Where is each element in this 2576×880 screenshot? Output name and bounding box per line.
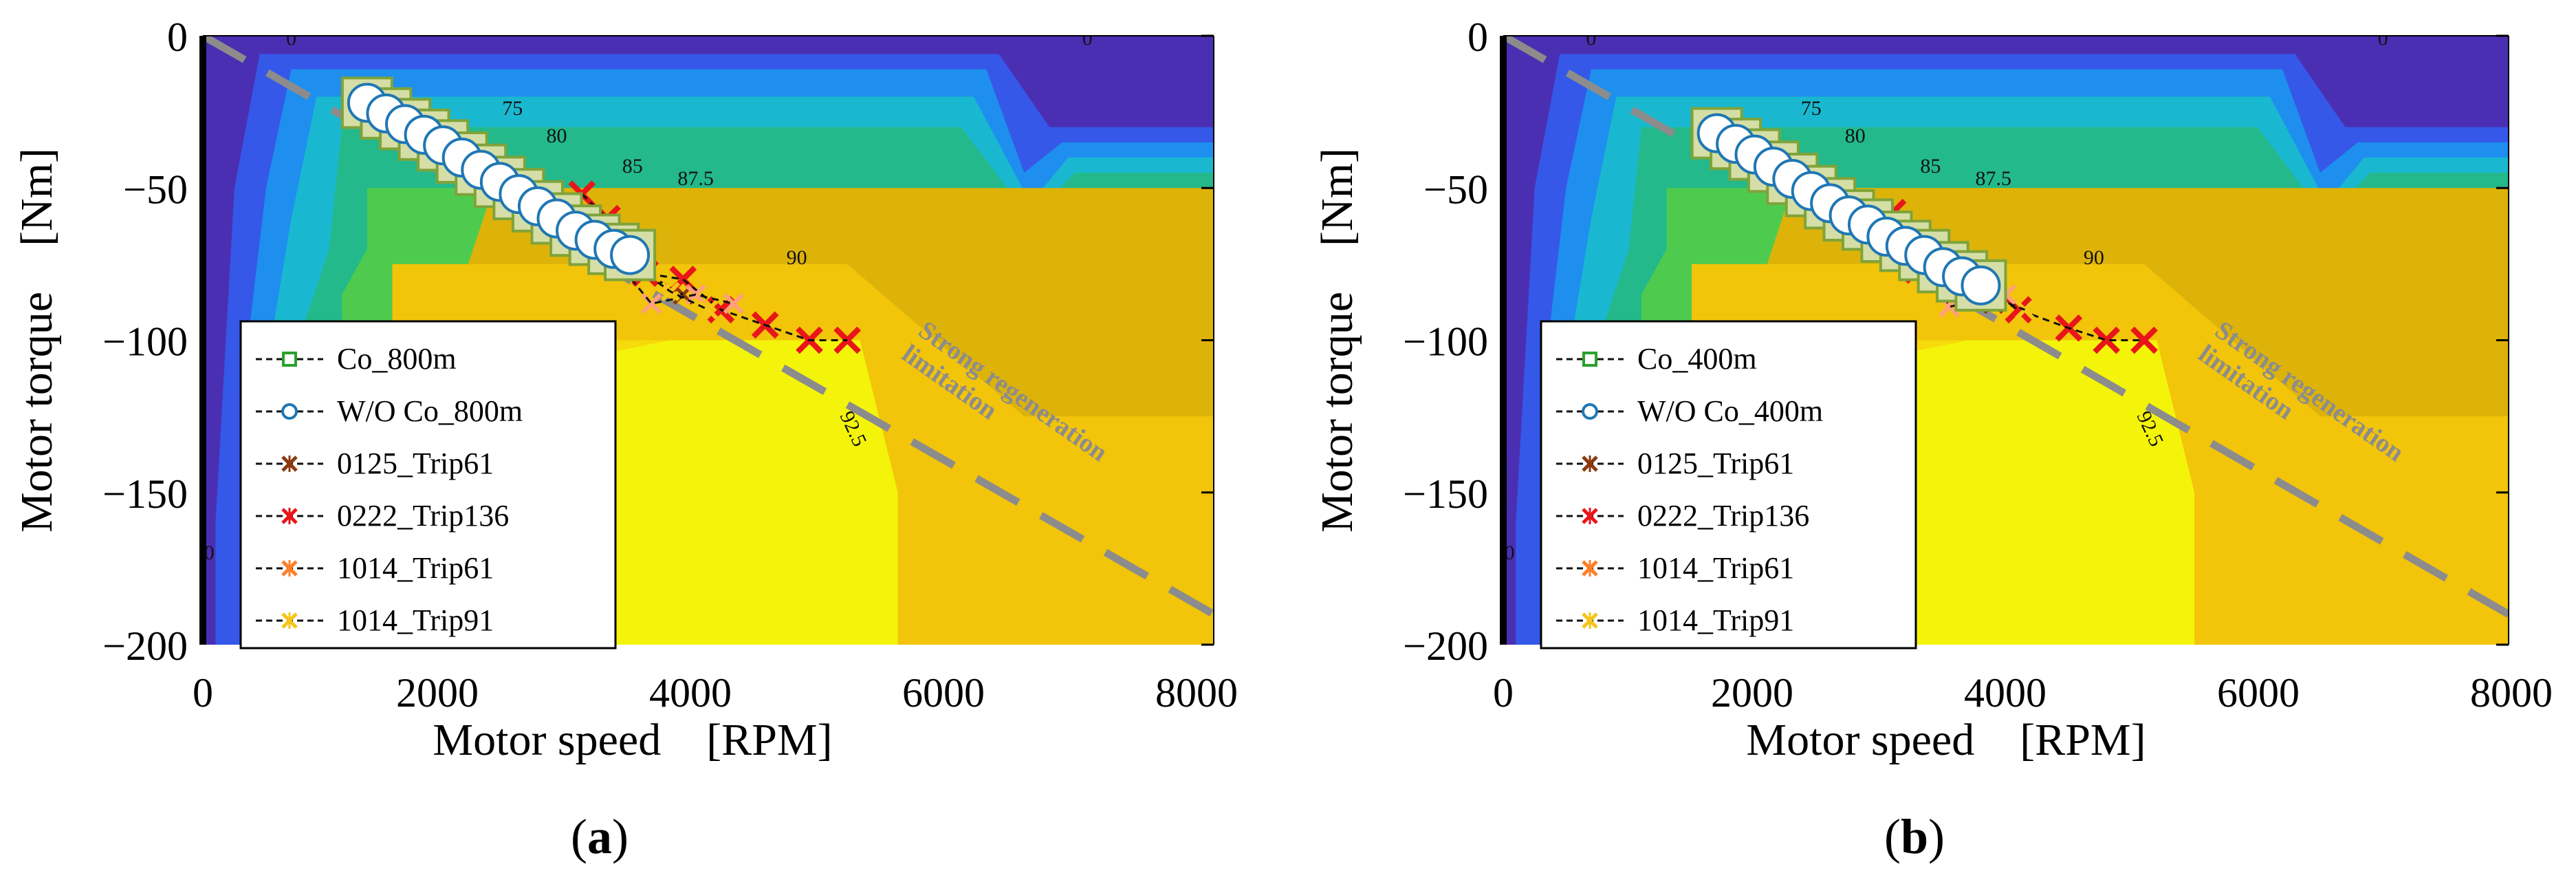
y-tick-label: 0 [1467,14,1488,60]
contour-label: 75 [502,97,523,120]
trip-marker-0222_Trip136 [2130,326,2158,354]
legend-label: Co_800m [337,342,457,376]
legend-item: 0125_Trip61 [256,447,494,480]
x-tick-label: 2000 [396,670,479,716]
contour-label: 80 [547,125,567,147]
contour-label: 0 [204,541,215,564]
trip-line-0222_Trip136 [581,193,848,341]
y-tick-label: −150 [102,471,188,517]
contour-label: 75 [1801,97,1822,120]
contour-label: 87.5 [677,167,714,190]
legend-item: Co_800m [256,342,457,376]
y-tick-label: 0 [167,14,188,60]
legend-square-marker [1582,352,1597,367]
legend-label: Co_400m [1637,342,1757,376]
legend-circle-marker [1582,403,1598,420]
contour-label: 85 [1920,155,1941,178]
wo-co-marker [610,235,651,275]
contour-label: 0 [1505,541,1515,564]
y-tick-label: −50 [1423,167,1488,212]
x-tick-label: 8000 [2470,670,2553,716]
legend: Co_400m W/O Co_400m 0125_Trip61 0222_Trip13… [1540,320,1917,650]
trip-marker-1014_Trip61 [641,293,662,314]
legend-label: 0125_Trip61 [1637,447,1794,480]
trip-line-1014_Trip61 [593,233,734,305]
x-tick-label: 8000 [1155,670,1238,716]
legend-label: 0222_Trip136 [1637,499,1809,533]
x-tick-label: 4000 [1964,670,2046,716]
x-tick-label: 6000 [902,670,985,716]
trip-marker-1014_Trip91 [698,300,719,320]
contour-label: 87.5 [1975,167,2011,190]
legend-item: 1014_Trip61 [1556,551,1794,585]
legend-item: 0222_Trip136 [256,499,509,533]
y-tick-label: −200 [102,623,188,669]
legend-item: W/O Co_400m [1556,394,1823,428]
legend-label: W/O Co_800m [337,394,523,428]
x-tick-label: 2000 [1711,670,1793,716]
y-axis-label: Motor torque [Nm] [12,148,62,533]
legend-label: 0125_Trip61 [337,447,494,480]
efficiency-region-9 [594,340,898,645]
contour-label: 0 [286,27,296,50]
x-axis-label: Motor speed [RPM] [1746,715,2146,765]
x-tick-label: 6000 [2217,670,2300,716]
efficiency-region-9 [1892,340,2195,645]
contour-label: 80 [1845,125,1866,147]
y-tick-label: −200 [1403,623,1488,669]
trip-marker-0222_Trip136 [2093,326,2121,354]
x-axis-label: Motor speed [RPM] [433,715,832,765]
x-tick-label: 0 [193,670,213,716]
legend-label: 1014_Trip61 [337,551,494,585]
legend-label: 1014_Trip91 [1637,603,1794,637]
legend: Co_800m W/O Co_800m 0125_Trip61 0222_Trip13… [239,320,617,650]
contour-label: 85 [622,155,643,178]
contour-label: 90 [2084,246,2104,269]
panel-label: (a) [571,809,629,864]
legend-item: W/O Co_800m [256,394,523,428]
legend-label: W/O Co_400m [1637,394,1823,428]
contour-label: 0 [1082,27,1093,50]
regeneration-limit-line [1503,36,2509,618]
x-tick-label: 0 [1493,670,1514,716]
y-tick-label: −100 [1403,319,1488,365]
legend-label: 1014_Trip91 [337,603,494,637]
trip-line-1014_Trip91 [619,254,709,311]
contour-label: 0 [2378,27,2388,50]
y-tick-label: −100 [102,319,188,365]
legend-label: 0222_Trip136 [337,499,509,533]
contour-label: 0 [1586,27,1596,50]
legend-item: 1014_Trip91 [256,603,494,637]
legend-item: 0222_Trip136 [1556,499,1809,533]
wo-co-marker [1961,265,2001,305]
legend-item: Co_400m [1556,342,1757,376]
y-tick-label: −150 [1403,471,1488,517]
trip-marker-1014_Trip61 [723,293,744,314]
legend-square-marker [282,352,297,367]
legend-item: 0125_Trip61 [1556,447,1794,480]
contour-label: 90 [787,246,807,269]
x-tick-label: 4000 [649,670,732,716]
legend-circle-marker [281,403,298,420]
y-axis-label: Motor torque [Nm] [1312,148,1362,533]
legend-item: 1014_Trip91 [1556,603,1794,637]
legend-item: 1014_Trip61 [256,551,494,585]
panel-label: (b) [1884,809,1945,864]
legend-label: 1014_Trip61 [1637,551,1794,585]
y-tick-label: −50 [123,167,188,212]
